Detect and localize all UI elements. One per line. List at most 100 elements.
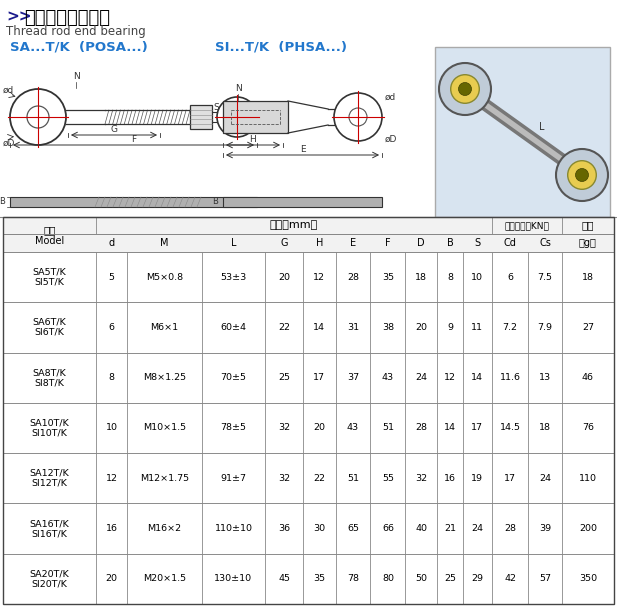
- Text: SA16T/K
SI16T/K: SA16T/K SI16T/K: [30, 519, 70, 538]
- Text: 17: 17: [471, 424, 483, 433]
- Text: 7.9: 7.9: [537, 323, 553, 332]
- Text: 39: 39: [539, 524, 551, 533]
- Text: 50: 50: [415, 574, 427, 583]
- Text: 8: 8: [447, 273, 453, 282]
- Text: 10: 10: [106, 424, 118, 433]
- Text: M8×1.25: M8×1.25: [143, 373, 186, 382]
- Text: 42: 42: [504, 574, 516, 583]
- Text: B: B: [212, 197, 218, 206]
- Bar: [3, 252, 614, 302]
- Text: 22: 22: [313, 474, 325, 483]
- Bar: [190, 105, 212, 129]
- Bar: [3, 353, 614, 403]
- Text: 40: 40: [415, 524, 427, 533]
- Text: SI...T/K  (PHSA...): SI...T/K (PHSA...): [215, 41, 347, 54]
- Text: 25: 25: [278, 373, 290, 382]
- Text: 11.6: 11.6: [500, 373, 521, 382]
- Text: 35: 35: [382, 273, 394, 282]
- Text: F: F: [131, 135, 136, 144]
- Text: 24: 24: [471, 524, 483, 533]
- Text: 9: 9: [447, 323, 453, 332]
- Text: E: E: [300, 145, 305, 154]
- Text: M16×2: M16×2: [147, 524, 181, 533]
- Text: ød: ød: [385, 93, 396, 102]
- Text: L: L: [539, 122, 544, 132]
- Text: 19: 19: [471, 474, 483, 483]
- Text: 7.5: 7.5: [537, 273, 553, 282]
- Text: F: F: [385, 238, 391, 248]
- Text: N: N: [73, 72, 80, 81]
- Text: 51: 51: [347, 474, 359, 483]
- Bar: [3, 302, 614, 353]
- Text: 78: 78: [347, 574, 359, 583]
- Bar: [3, 453, 614, 503]
- Text: 37: 37: [347, 373, 359, 382]
- Text: 12: 12: [313, 273, 325, 282]
- Text: øD: øD: [385, 135, 397, 144]
- Bar: [10, 197, 257, 207]
- Text: SA20T/K
SI20T/K: SA20T/K SI20T/K: [30, 569, 70, 588]
- Text: SA8T/K
SI8T/K: SA8T/K SI8T/K: [33, 368, 67, 387]
- Text: M12×1.75: M12×1.75: [140, 474, 189, 483]
- Circle shape: [556, 149, 608, 201]
- Text: 连杆关节轴承系列: 连杆关节轴承系列: [24, 9, 110, 27]
- Text: 55: 55: [382, 474, 394, 483]
- Text: 30: 30: [313, 524, 326, 533]
- Text: G: G: [110, 125, 117, 134]
- Text: 28: 28: [347, 273, 359, 282]
- Text: 14: 14: [444, 424, 456, 433]
- Text: 65: 65: [347, 524, 359, 533]
- Bar: [3, 234, 614, 252]
- Text: 24: 24: [415, 373, 427, 382]
- Text: 53±3: 53±3: [220, 273, 247, 282]
- Text: >>: >>: [6, 9, 31, 24]
- Text: 18: 18: [415, 273, 427, 282]
- Bar: [3, 403, 614, 453]
- Text: 8: 8: [109, 373, 115, 382]
- Text: 60±4: 60±4: [220, 323, 246, 332]
- Circle shape: [450, 75, 479, 103]
- Text: L: L: [231, 238, 236, 248]
- Text: H: H: [316, 238, 323, 248]
- Text: 76: 76: [582, 424, 594, 433]
- Text: 21: 21: [444, 524, 456, 533]
- Text: SA10T/K
SI10T/K: SA10T/K SI10T/K: [30, 418, 70, 438]
- Bar: [3, 503, 614, 554]
- Text: d: d: [109, 238, 115, 248]
- Text: 17: 17: [313, 373, 325, 382]
- Text: 20: 20: [278, 273, 290, 282]
- Text: Thread rod end bearing: Thread rod end bearing: [6, 25, 146, 38]
- Text: 110±10: 110±10: [215, 524, 252, 533]
- Text: M10×1.5: M10×1.5: [143, 424, 186, 433]
- Text: Cs: Cs: [539, 238, 551, 248]
- Text: ød: ød: [3, 86, 14, 95]
- Text: 18: 18: [539, 424, 551, 433]
- Text: B: B: [0, 197, 5, 206]
- Text: 36: 36: [278, 524, 290, 533]
- Text: 78±5: 78±5: [220, 424, 246, 433]
- Text: SA6T/K
SI6T/K: SA6T/K SI6T/K: [33, 318, 67, 337]
- Text: 28: 28: [415, 424, 427, 433]
- Text: （g）: （g）: [579, 238, 597, 248]
- Text: 35: 35: [313, 574, 326, 583]
- Text: 27: 27: [582, 323, 594, 332]
- Text: 200: 200: [579, 524, 597, 533]
- Text: 31: 31: [347, 323, 359, 332]
- Text: 7.2: 7.2: [503, 323, 518, 332]
- Text: M6×1: M6×1: [151, 323, 178, 332]
- Text: 70±5: 70±5: [220, 373, 246, 382]
- Text: 20: 20: [106, 574, 118, 583]
- Text: B: B: [447, 238, 453, 248]
- Text: M20×1.5: M20×1.5: [143, 574, 186, 583]
- Text: N: N: [234, 84, 241, 93]
- Bar: [3, 217, 614, 234]
- Text: 43: 43: [382, 373, 394, 382]
- Text: 57: 57: [539, 574, 551, 583]
- Text: 28: 28: [504, 524, 516, 533]
- Text: 66: 66: [382, 524, 394, 533]
- Circle shape: [458, 83, 471, 95]
- Text: S: S: [213, 103, 219, 112]
- Text: 29: 29: [471, 574, 483, 583]
- Text: 43: 43: [347, 424, 359, 433]
- Text: SA12T/K
SI12T/K: SA12T/K SI12T/K: [30, 469, 70, 488]
